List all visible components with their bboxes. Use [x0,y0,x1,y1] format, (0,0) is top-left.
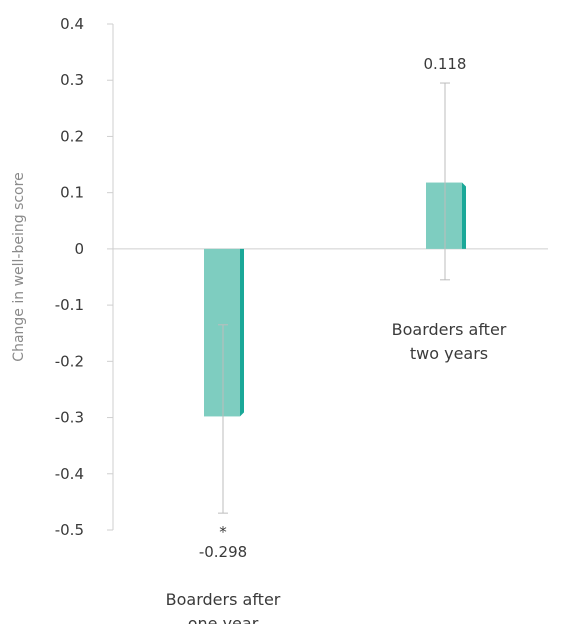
bar-side [462,182,466,249]
labels: * -0.298 Boarders after one year 0.118 Boarde… [166,55,507,624]
y-tick-label: 0.4 [60,15,84,33]
y-tick-label: 0.1 [60,184,84,202]
y-tick-label: -0.3 [55,409,84,427]
y-tick-label: 0 [74,240,84,258]
category-label: Boarders after [166,590,281,609]
bar-side [240,248,244,417]
y-tick-label: -0.1 [55,296,84,314]
bar [204,248,240,417]
y-tick-label: 0.2 [60,127,84,145]
category-label: Boarders after [392,320,507,339]
y-tick-label: -0.2 [55,352,84,370]
category-label: two years [410,344,488,363]
y-axis-title: Change in well-being score [11,172,27,361]
y-tick-label: -0.5 [55,521,84,539]
category-label: one year [188,614,259,624]
axes: 0.4 0.3 0.2 0.1 0 -0.1 -0.2 -0.3 -0.4 -0.5 [55,15,548,539]
bar [426,182,462,249]
y-tick-label: -0.4 [55,465,84,483]
significance-star: * [219,523,227,541]
y-tick-label: 0.3 [60,71,84,89]
bars [204,82,466,514]
value-label: 0.118 [424,55,467,73]
value-label: -0.298 [199,543,247,561]
